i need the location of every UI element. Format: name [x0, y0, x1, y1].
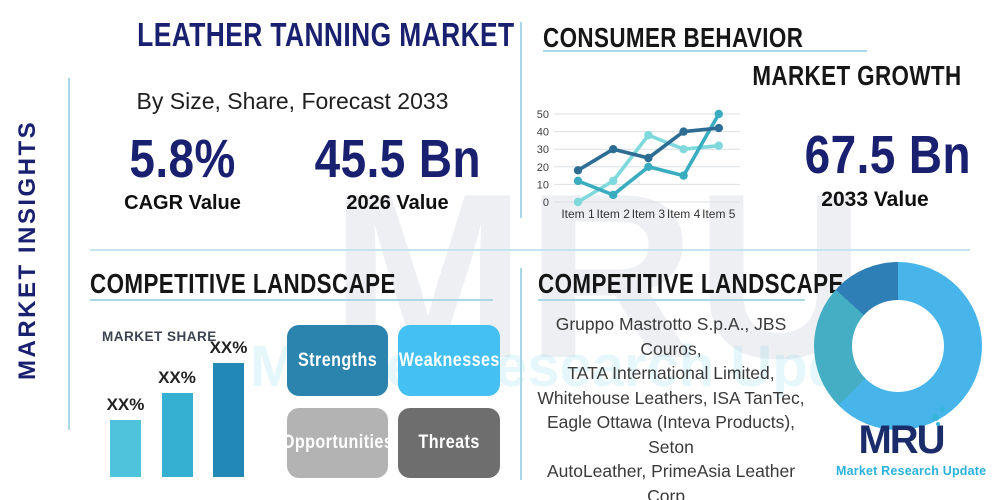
competitive-landscape-left-underline: [90, 299, 493, 301]
stat-2026: 45.5 Bn 2026 Value: [300, 132, 495, 215]
logo-bubble-icon: [940, 407, 945, 412]
bar: [110, 420, 141, 477]
page-title: LEATHER TANNING MARKET: [137, 16, 515, 53]
stat-2026-value: 45.5 Bn: [314, 129, 481, 189]
vertical-divider-top: [520, 22, 522, 218]
vertical-market-insights-label: MARKET INSIGHTS: [14, 119, 41, 381]
swot-opportunities-label: Opportunities: [281, 432, 394, 453]
swot-threats-label: Threats: [418, 432, 480, 453]
svg-text:Item 1: Item 1: [561, 207, 595, 221]
stat-2026-label: 2026 Value: [346, 192, 449, 214]
stat-2033-label: 2033 Value: [821, 188, 929, 211]
svg-text:10: 10: [537, 179, 549, 191]
companies-list: Gruppo Mastrotto S.p.A., JBS Couros, TATA…: [537, 314, 805, 500]
competitive-landscape-left-heading-wrap: COMPETITIVE LANDSCAPE: [90, 270, 472, 298]
page-subtitle: By Size, Share, Forecast 2033: [136, 88, 449, 114]
svg-text:20: 20: [537, 162, 549, 174]
logo-bubble-icon: [932, 414, 939, 421]
bar-value-label: XX%: [106, 395, 145, 415]
svg-text:Item 4: Item 4: [667, 207, 701, 221]
market-growth-heading: MARKET GROWTH: [752, 60, 962, 91]
consumer-behavior-heading-wrap: CONSUMER BEHAVIOR: [543, 24, 868, 52]
left-accent-line: [68, 78, 70, 430]
competitive-landscape-left-heading: COMPETITIVE LANDSCAPE: [90, 268, 396, 299]
swot-weaknesses-label: Weaknesses: [398, 349, 500, 371]
logo-bubble-icon: [936, 422, 940, 426]
mru-logo-tagline: Market Research Update: [836, 464, 987, 478]
donut-hole: [852, 300, 944, 392]
market-share-donut-chart: [814, 262, 982, 430]
swot-opportunities-box: Opportunities: [282, 408, 393, 478]
bar-value-label: XX%: [209, 338, 248, 358]
page-title-wrap: LEATHER TANNING MARKET: [90, 18, 514, 51]
bar: [213, 363, 244, 477]
stat-cagr: 5.8% CAGR Value: [90, 132, 275, 215]
svg-text:Item 3: Item 3: [632, 207, 666, 221]
bar-value-label: XX%: [158, 367, 196, 387]
stat-2033-value: 67.5 Bn: [804, 125, 971, 185]
vertical-divider-bottom: [520, 268, 522, 480]
stat-2033: 67.5 Bn 2033 Value: [790, 128, 971, 212]
svg-text:40: 40: [537, 127, 549, 139]
swot-strengths-box: Strengths: [287, 325, 388, 396]
svg-text:Item 2: Item 2: [597, 207, 631, 221]
stat-cagr-label: CAGR Value: [124, 192, 241, 214]
stat-cagr-value: 5.8%: [129, 129, 236, 189]
competitive-landscape-right-heading: COMPETITIVE LANDSCAPE: [538, 268, 844, 299]
consumer-behavior-underline: [543, 50, 867, 52]
swot-threats-box: Threats: [398, 408, 500, 478]
market-growth-heading-wrap: MARKET GROWTH: [700, 60, 962, 91]
swot-grid: Strengths Weaknesses Opportunities Threa…: [282, 325, 500, 478]
competitive-landscape-right-heading-wrap: COMPETITIVE LANDSCAPE: [538, 270, 920, 298]
mru-logo: MRU Market Research Update: [836, 407, 987, 478]
mru-logo-text: MRU: [858, 418, 945, 462]
svg-text:50: 50: [537, 109, 549, 121]
bar: [161, 392, 193, 477]
competitive-landscape-right-underline: [538, 299, 805, 301]
svg-text:Item 5: Item 5: [702, 207, 736, 221]
swot-weaknesses-box: Weaknesses: [398, 325, 500, 396]
market-growth-line-chart: 0 10 20 30 40 50 Item 1 Item 2 Item 3 Item 4 Item …: [537, 109, 740, 221]
horizontal-divider: [90, 249, 970, 251]
svg-text:0: 0: [543, 197, 549, 209]
swot-strengths-label: Strengths: [297, 349, 378, 371]
svg-text:30: 30: [537, 144, 549, 156]
market-share-chart-title: MARKET SHARE: [102, 329, 217, 344]
consumer-behavior-heading: CONSUMER BEHAVIOR: [543, 22, 804, 53]
market-share-bar-chart: XX% XX% XX%: [100, 338, 260, 477]
